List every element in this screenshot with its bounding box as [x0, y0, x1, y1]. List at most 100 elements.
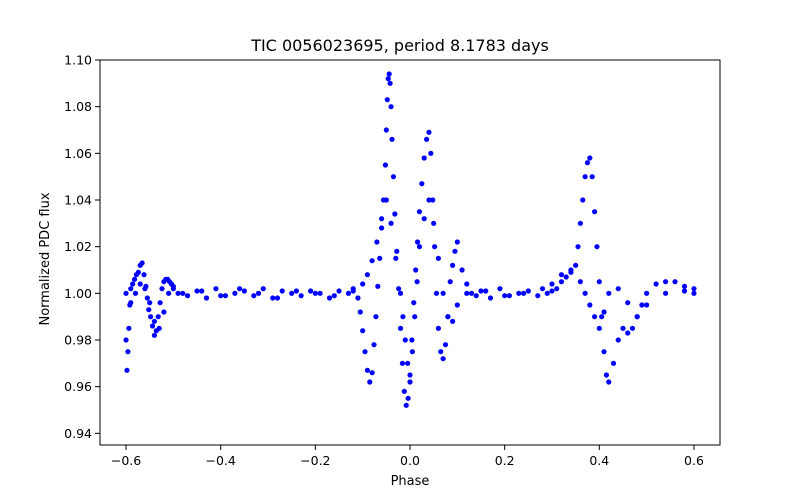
data-point [369, 258, 375, 264]
data-point [405, 395, 411, 401]
data-point [516, 290, 522, 296]
x-tick-label: 0.0 [400, 453, 420, 468]
data-point [558, 279, 565, 285]
data-point [596, 325, 602, 331]
data-point [591, 314, 598, 320]
data-point [393, 255, 399, 261]
data-point [123, 290, 129, 296]
data-point [364, 367, 370, 373]
data-point [199, 288, 205, 294]
data-point [369, 370, 375, 376]
data-point [414, 279, 420, 285]
data-point [431, 220, 437, 226]
data-point [468, 290, 475, 296]
data-point [379, 225, 385, 231]
data-point [544, 290, 550, 296]
data-point [629, 325, 636, 331]
data-point [142, 286, 148, 292]
data-point [502, 293, 508, 299]
y-tick-label: 1.00 [64, 286, 92, 301]
data-point [497, 286, 503, 292]
data-point [407, 372, 413, 378]
y-tick-label: 1.08 [64, 99, 92, 114]
data-point [681, 288, 688, 294]
data-point [473, 293, 479, 299]
data-point [137, 281, 143, 287]
data-point [483, 288, 489, 294]
data-point [128, 300, 134, 306]
data-point [535, 293, 541, 299]
data-point [405, 360, 411, 366]
data-point [232, 290, 238, 296]
data-point [222, 293, 229, 299]
data-point [317, 290, 323, 296]
data-point [653, 281, 659, 287]
data-point [170, 283, 176, 289]
data-point [691, 286, 697, 292]
data-point [388, 104, 394, 110]
data-point [563, 274, 569, 280]
data-point [577, 279, 583, 285]
data-point [396, 286, 402, 292]
data-point [373, 314, 379, 320]
data-point [432, 244, 438, 250]
y-axis-ticks: 0.94 0.96 0.98 1.00 1.02 1.04 1.06 1.08 1.10 [64, 53, 100, 441]
data-point [383, 127, 389, 133]
data-point [374, 239, 380, 245]
data-point [255, 290, 262, 296]
data-point [166, 290, 172, 296]
y-tick-label: 0.96 [64, 379, 92, 394]
data-point [128, 286, 134, 292]
data-point [308, 288, 314, 294]
data-point [402, 337, 408, 343]
data-point [558, 272, 565, 278]
y-tick-label: 1.04 [64, 193, 92, 208]
data-point [426, 129, 432, 135]
data-point [601, 309, 607, 315]
data-point [419, 181, 425, 187]
data-point [279, 288, 285, 294]
data-point [625, 300, 631, 306]
data-point [124, 367, 130, 373]
data-point [390, 174, 397, 180]
data-point [130, 281, 136, 287]
data-point [599, 314, 605, 320]
y-axis-label: Normalized PDC flux [38, 192, 53, 325]
data-point [438, 349, 444, 355]
data-point [487, 295, 494, 301]
data-point [132, 290, 139, 296]
data-point [350, 288, 356, 294]
data-point [584, 160, 591, 166]
data-point [587, 302, 593, 308]
data-points [123, 71, 697, 408]
data-point [385, 76, 391, 82]
data-point [392, 211, 398, 217]
data-point [413, 267, 419, 273]
data-point [416, 244, 423, 250]
data-point [384, 97, 390, 103]
data-point [573, 262, 579, 268]
data-point [194, 288, 200, 294]
data-point [525, 288, 531, 294]
data-point [203, 295, 210, 301]
data-point [144, 295, 150, 301]
data-point [615, 337, 621, 343]
data-point [149, 323, 156, 329]
data-point [411, 300, 417, 306]
data-point [213, 286, 219, 292]
data-point [360, 328, 366, 334]
data-point [151, 332, 158, 338]
data-point [440, 356, 446, 362]
data-point [159, 286, 165, 292]
data-point [394, 248, 400, 254]
data-point [141, 272, 147, 278]
data-point [539, 286, 546, 292]
data-point [298, 293, 304, 299]
data-point [184, 293, 191, 299]
data-point [672, 279, 678, 285]
data-point [355, 295, 361, 301]
data-point [625, 330, 631, 336]
data-point [371, 342, 377, 348]
